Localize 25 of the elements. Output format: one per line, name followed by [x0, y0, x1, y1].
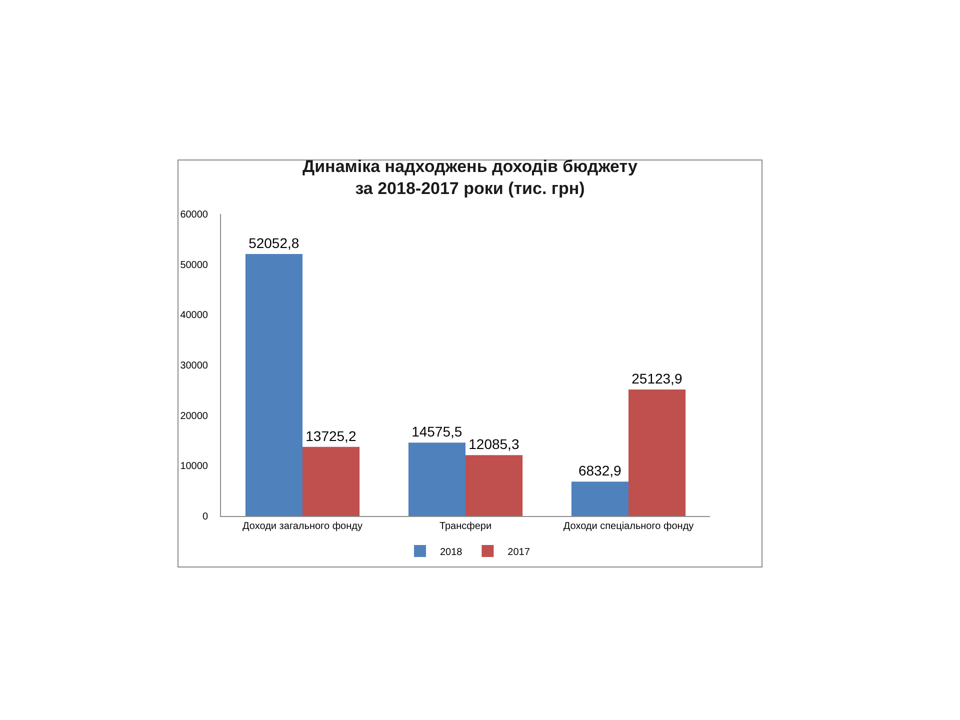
data-label: 52052,8 — [248, 235, 300, 251]
data-label: 13725,2 — [306, 428, 356, 444]
data-label: 14575,5 — [412, 424, 462, 440]
legend-label: 2018 — [440, 546, 463, 558]
bar — [466, 455, 523, 516]
bar — [245, 254, 302, 516]
bar — [302, 446, 360, 516]
bar — [408, 442, 466, 516]
y-tick-label: 20000 — [180, 410, 208, 422]
chart-title: Динаміка надходжень доходів бюджету за 2018-2017 роки (тис. грн) — [302, 157, 638, 198]
x-tick-label: Доходи спеціального фонду — [563, 521, 694, 532]
data-label: 12085,3 — [468, 436, 520, 452]
bar — [628, 390, 686, 516]
y-tick-label: 10000 — [180, 461, 208, 472]
y-tick-label: 30000 — [180, 360, 208, 372]
legend-label: 2017 — [508, 546, 530, 558]
y-tick-label: 60000 — [180, 210, 208, 220]
data-label: 25123,9 — [632, 370, 682, 387]
data-label: 6832,9 — [578, 462, 622, 479]
bar — [571, 482, 628, 516]
x-tick-label: Доходи загального фонду — [242, 521, 362, 532]
x-tick-label: Трансфери — [439, 521, 492, 532]
y-tick-label: 0 — [202, 512, 208, 522]
y-tick-label: 40000 — [180, 310, 208, 322]
y-tick-label: 50000 — [180, 260, 208, 271]
